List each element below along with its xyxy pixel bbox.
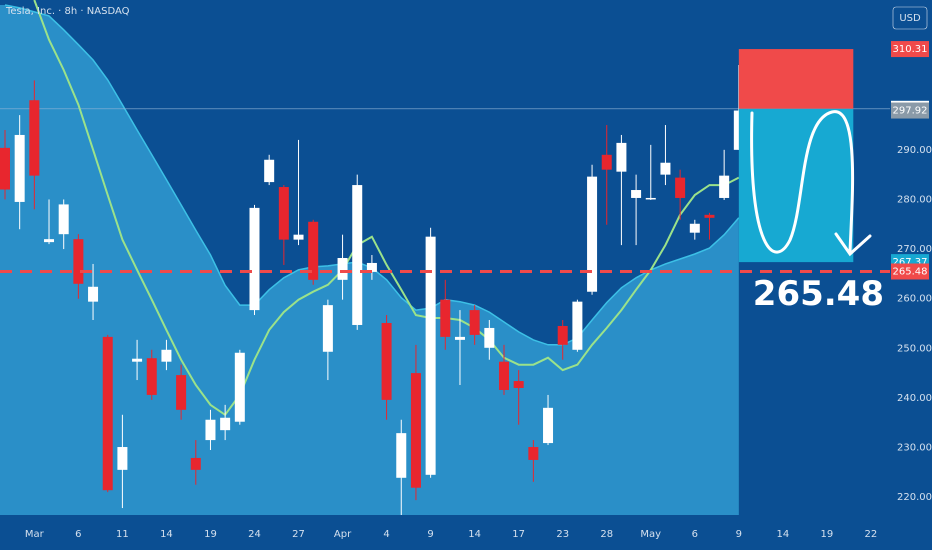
x-tick-label: 6 [692, 529, 698, 540]
x-tick-label: 6 [75, 529, 81, 540]
candle-body [572, 301, 583, 350]
candle-body [528, 447, 539, 460]
y-tick-label: 280.00 [897, 194, 932, 205]
currency-box[interactable] [892, 6, 928, 30]
x-tick-label: 24 [248, 529, 261, 540]
candle-body [601, 154, 612, 170]
price-tag [891, 263, 929, 280]
candle-body [176, 375, 187, 410]
candle-body [660, 162, 671, 175]
y-tick-label: 270.00 [897, 244, 932, 255]
candle-body [29, 100, 40, 176]
x-tick-label: 19 [821, 529, 834, 540]
candle-body [58, 204, 69, 235]
candle-body [264, 159, 275, 183]
candle-body [220, 417, 231, 431]
x-tick-label: 9 [736, 529, 742, 540]
candle-body [308, 221, 319, 280]
candle-body [587, 176, 598, 292]
candle-body [410, 373, 421, 488]
candle-body [0, 147, 10, 190]
x-tick-label: 17 [512, 529, 525, 540]
candle-body [454, 336, 465, 340]
price-tag-label: 310.31 [893, 44, 928, 55]
candle-body [205, 419, 216, 441]
price-tag-label: 265.48 [893, 266, 928, 277]
candle-body [293, 234, 304, 240]
candle-body [484, 327, 495, 348]
candle-body [161, 349, 172, 362]
x-tick-label: 4 [383, 529, 389, 540]
x-tick-label: 19 [204, 529, 217, 540]
y-tick-label: 250.00 [897, 343, 932, 354]
support-annotation: 265.48 [753, 274, 884, 314]
candle-body [631, 190, 642, 198]
y-tick-label: 240.00 [897, 393, 932, 404]
candle-body [322, 305, 333, 352]
candle-body [645, 197, 656, 200]
target-zone [738, 108, 854, 263]
y-tick-label: 260.00 [897, 294, 932, 305]
price-tag [891, 102, 929, 119]
candle-body [513, 381, 524, 388]
candle-body [249, 207, 260, 311]
candle-body [557, 325, 568, 345]
candle-body [337, 257, 348, 280]
x-tick-label: 23 [556, 529, 569, 540]
y-tick-label: 220.00 [897, 492, 932, 503]
currency[interactable]: USD [899, 13, 921, 24]
price-tag-label: 267.37 [893, 257, 928, 268]
candle-body [190, 457, 201, 470]
stop-zone [738, 49, 854, 109]
candle-body [102, 336, 113, 491]
price-tag-label: 297.92 [893, 106, 928, 117]
candle-body [719, 175, 730, 198]
candle-body [88, 286, 99, 302]
candle-body [146, 358, 157, 395]
candle-body [278, 187, 289, 240]
x-tick-label: 14 [468, 529, 481, 540]
candle-body [44, 239, 55, 243]
candle-body [234, 352, 245, 422]
candle-body [499, 361, 510, 390]
candle-body [14, 134, 25, 202]
candle-body [117, 447, 128, 470]
x-tick-label: 14 [776, 529, 789, 540]
y-tick-label: 290.00 [897, 145, 932, 156]
candle-body [396, 433, 407, 478]
candle-body [132, 358, 143, 362]
x-tick-label: Apr [334, 529, 352, 540]
x-tick-label: 11 [116, 529, 129, 540]
candle-body [689, 223, 700, 233]
x-tick-label: 9 [427, 529, 433, 540]
x-tick-label: 28 [600, 529, 613, 540]
x-tick-label: May [640, 529, 661, 540]
x-tick-label: 27 [292, 529, 305, 540]
ma-line [33, 0, 740, 417]
candle-body [425, 236, 436, 475]
price-tag [891, 41, 929, 58]
candle-body [675, 177, 686, 198]
candle-body [469, 310, 480, 335]
candle-body [381, 322, 392, 400]
chart-title: Tesla, Inc. · 8h · NASDAQ [5, 6, 130, 17]
forecast-arrow [750, 110, 872, 257]
candle-body [366, 262, 377, 272]
candle-body [616, 142, 627, 172]
candle-body [543, 407, 554, 444]
candle-body [352, 185, 363, 325]
x-tick-label: 14 [160, 529, 173, 540]
candle-body [704, 214, 715, 218]
y-tick-label: 230.00 [897, 443, 932, 454]
x-tick-label: 22 [865, 529, 878, 540]
candle-body [73, 239, 84, 284]
x-tick-label: Mar [25, 529, 45, 540]
candle-body [440, 299, 451, 337]
